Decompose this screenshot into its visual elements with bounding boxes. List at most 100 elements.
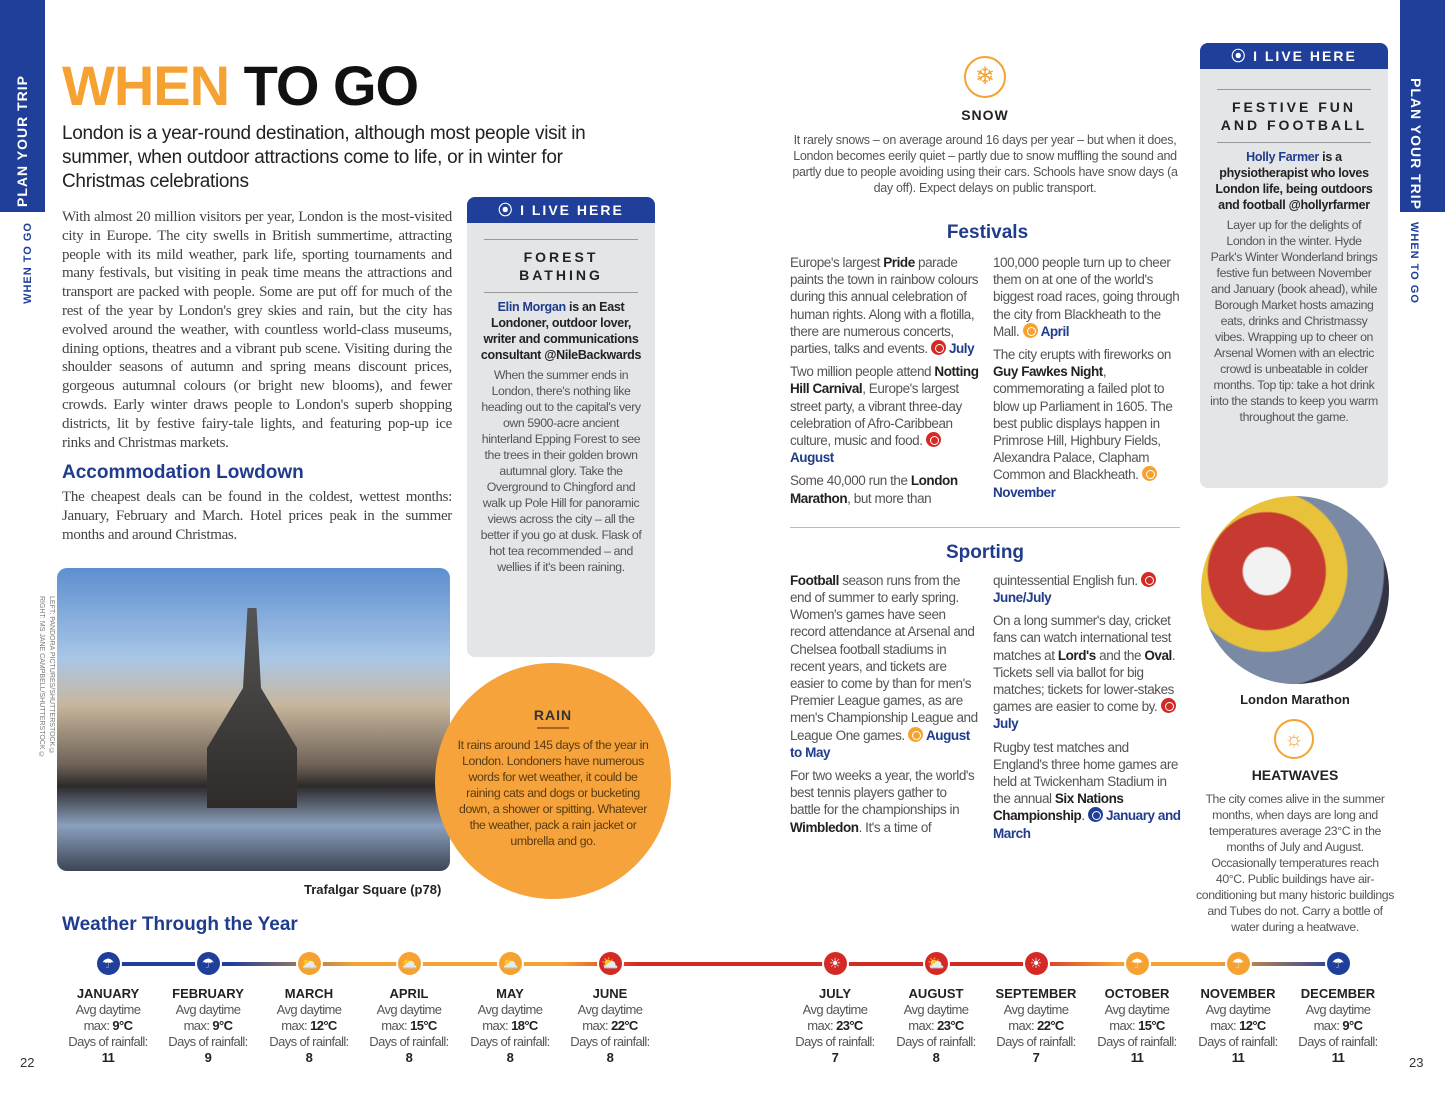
accommodation-text: The cheapest deals can be found in the c…	[62, 489, 452, 543]
max-temp: 9°C	[212, 1018, 233, 1033]
month-weather-icon	[930, 340, 946, 356]
side-section-label-right: WHEN TO GO	[1408, 222, 1420, 304]
month-weather-may: MAY Avg daytime max: 18°C Days of rainfa…	[462, 986, 558, 1066]
snow-title: SNOW	[961, 107, 1009, 123]
text: For two weeks a year, the world's best t…	[790, 768, 975, 818]
rain-cloud-icon: ☂	[194, 950, 222, 977]
event-name: Wimbledon	[790, 819, 859, 835]
fountain-statue	[207, 608, 297, 808]
avg-label: Avg daytime	[903, 1002, 969, 1017]
text: Rugby test matches and England's three h…	[993, 739, 1178, 807]
month-weather-august: AUGUST Avg daytime max: 23°C Days of rai…	[888, 986, 984, 1066]
max-label: max:	[482, 1018, 509, 1033]
rain-text: It rains around 145 days of the year in …	[457, 738, 649, 848]
text: , commemorating a failed plot to blow up…	[993, 364, 1173, 483]
rain-days: 11	[1331, 1050, 1345, 1065]
sun-icon: ☀	[1022, 950, 1050, 977]
rain-divider	[537, 727, 569, 729]
location-pin-icon: ⦿	[1231, 48, 1254, 64]
author-bio: Holly Farmer is a physiotherapist who lo…	[1215, 150, 1373, 212]
sun-cloud-icon: ⛅	[922, 950, 950, 977]
max-label: max:	[582, 1018, 609, 1033]
month-name: FEBRUARY	[172, 986, 244, 1001]
festivals-column-1: Europe's largest Pride parade paints the…	[790, 254, 980, 513]
paragraph: Some 40,000 run the London Marathon, but…	[790, 472, 980, 506]
avg-label: Avg daytime	[577, 1002, 643, 1017]
month-weather-january: JANUARY Avg daytime max: 9°C Days of rai…	[60, 986, 156, 1066]
event-name: Lord's	[1057, 647, 1096, 663]
max-label: max:	[381, 1018, 408, 1033]
rain-days: 11	[1130, 1050, 1144, 1065]
sporting-column-1: Football season runs from the end of sum…	[790, 572, 980, 848]
month-name: APRIL	[389, 986, 429, 1001]
max-label: max:	[1109, 1018, 1136, 1033]
month-weather-june: JUNE Avg daytime max: 22°C Days of rainf…	[562, 986, 658, 1066]
text: quintessential English fun.	[993, 572, 1142, 588]
author-story: Layer up for the delights of London in t…	[1210, 218, 1378, 424]
month-weather-icon	[1160, 698, 1176, 714]
max-label: max:	[1210, 1018, 1237, 1033]
month-weather-october: OCTOBER Avg daytime max: 15°C Days of ra…	[1089, 986, 1185, 1066]
max-temp: 15°C	[410, 1018, 437, 1033]
rain-label: Days of rainfall:	[1298, 1034, 1378, 1049]
month-name: JANUARY	[76, 986, 140, 1001]
max-temp: 22°C	[1037, 1018, 1064, 1033]
rain-days: 8	[405, 1050, 413, 1065]
avg-label: Avg daytime	[1104, 1002, 1170, 1017]
max-label: max:	[807, 1018, 834, 1033]
event-name: Pride	[883, 255, 915, 270]
rain-days: 8	[506, 1050, 514, 1065]
page-number-left: 22	[20, 1055, 35, 1070]
avg-label: Avg daytime	[477, 1002, 543, 1017]
rain-days: 8	[305, 1050, 313, 1065]
i-live-here-box-holly: ⦿ I LIVE HERE FESTIVE FUN AND FOOTBALL H…	[1200, 43, 1388, 488]
box-title: FOREST BATHING	[484, 239, 638, 293]
paragraph: Europe's largest Pride parade paints the…	[790, 254, 980, 357]
month-weather-icon	[1022, 322, 1038, 338]
text: and the	[1095, 647, 1145, 663]
body-text: With almost 20 million visitors per year…	[62, 209, 452, 451]
rain-days: 8	[606, 1050, 614, 1065]
avg-label: Avg daytime	[175, 1002, 241, 1017]
box-title: FESTIVE FUN AND FOOTBALL	[1217, 89, 1371, 143]
rain-label: Days of rainfall:	[269, 1034, 349, 1049]
rain-label: Days of rainfall:	[369, 1034, 449, 1049]
rain-cloud-icon: ☂	[94, 950, 122, 977]
max-temp: 12°C	[1239, 1018, 1266, 1033]
month-name: MAY	[496, 986, 524, 1001]
festivals-column-2: 100,000 people turn up to cheer them on …	[993, 254, 1185, 513]
rain-title: RAIN	[533, 707, 573, 723]
sporting-columns: Football season runs from the end of sum…	[790, 571, 1185, 848]
event-name: Oval	[1144, 647, 1172, 663]
month-name: SEPTEMBER	[995, 986, 1077, 1001]
event-month: June/July	[993, 590, 1052, 606]
max-label: max:	[1008, 1018, 1035, 1033]
festivals-columns: Europe's largest Pride parade paints the…	[790, 254, 1185, 513]
month-weather-icon	[1141, 571, 1157, 587]
max-label: max:	[83, 1018, 110, 1033]
sun-cloud-icon: ⛅	[395, 950, 423, 977]
event-month: July	[948, 341, 975, 357]
month-weather-december: DECEMBER Avg daytime max: 9°C Days of ra…	[1290, 986, 1386, 1066]
max-temp: 15°C	[1138, 1018, 1165, 1033]
max-temp: 23°C	[836, 1018, 863, 1033]
section-divider	[790, 526, 1180, 528]
event-month: November	[993, 484, 1056, 500]
month-weather-july: JULY Avg daytime max: 23°C Days of rainf…	[787, 986, 883, 1066]
sun-cloud-icon: ⛅	[496, 950, 524, 977]
avg-label: Avg daytime	[802, 1002, 868, 1017]
rain-label: Days of rainfall:	[896, 1034, 976, 1049]
rain-label: Days of rainfall:	[168, 1034, 248, 1049]
side-tab-right	[1400, 0, 1445, 212]
rain-days: 7	[1032, 1050, 1040, 1065]
photo-caption: Trafalgar Square (p78)	[304, 882, 442, 897]
snow-text: It rarely snows – on average around 16 d…	[792, 133, 1178, 195]
event-name: Football	[790, 572, 839, 588]
month-weather-february: FEBRUARY Avg daytime max: 9°C Days of ra…	[160, 986, 256, 1066]
accommodation-heading: Accommodation Lowdown	[62, 462, 304, 484]
avg-label: Avg daytime	[1305, 1002, 1371, 1017]
text: 100,000 people turn up to cheer them on …	[993, 255, 1180, 339]
side-section-label: WHEN TO GO	[22, 222, 34, 304]
sun-icon: ☼	[1274, 719, 1314, 759]
max-temp: 12°C	[310, 1018, 337, 1033]
